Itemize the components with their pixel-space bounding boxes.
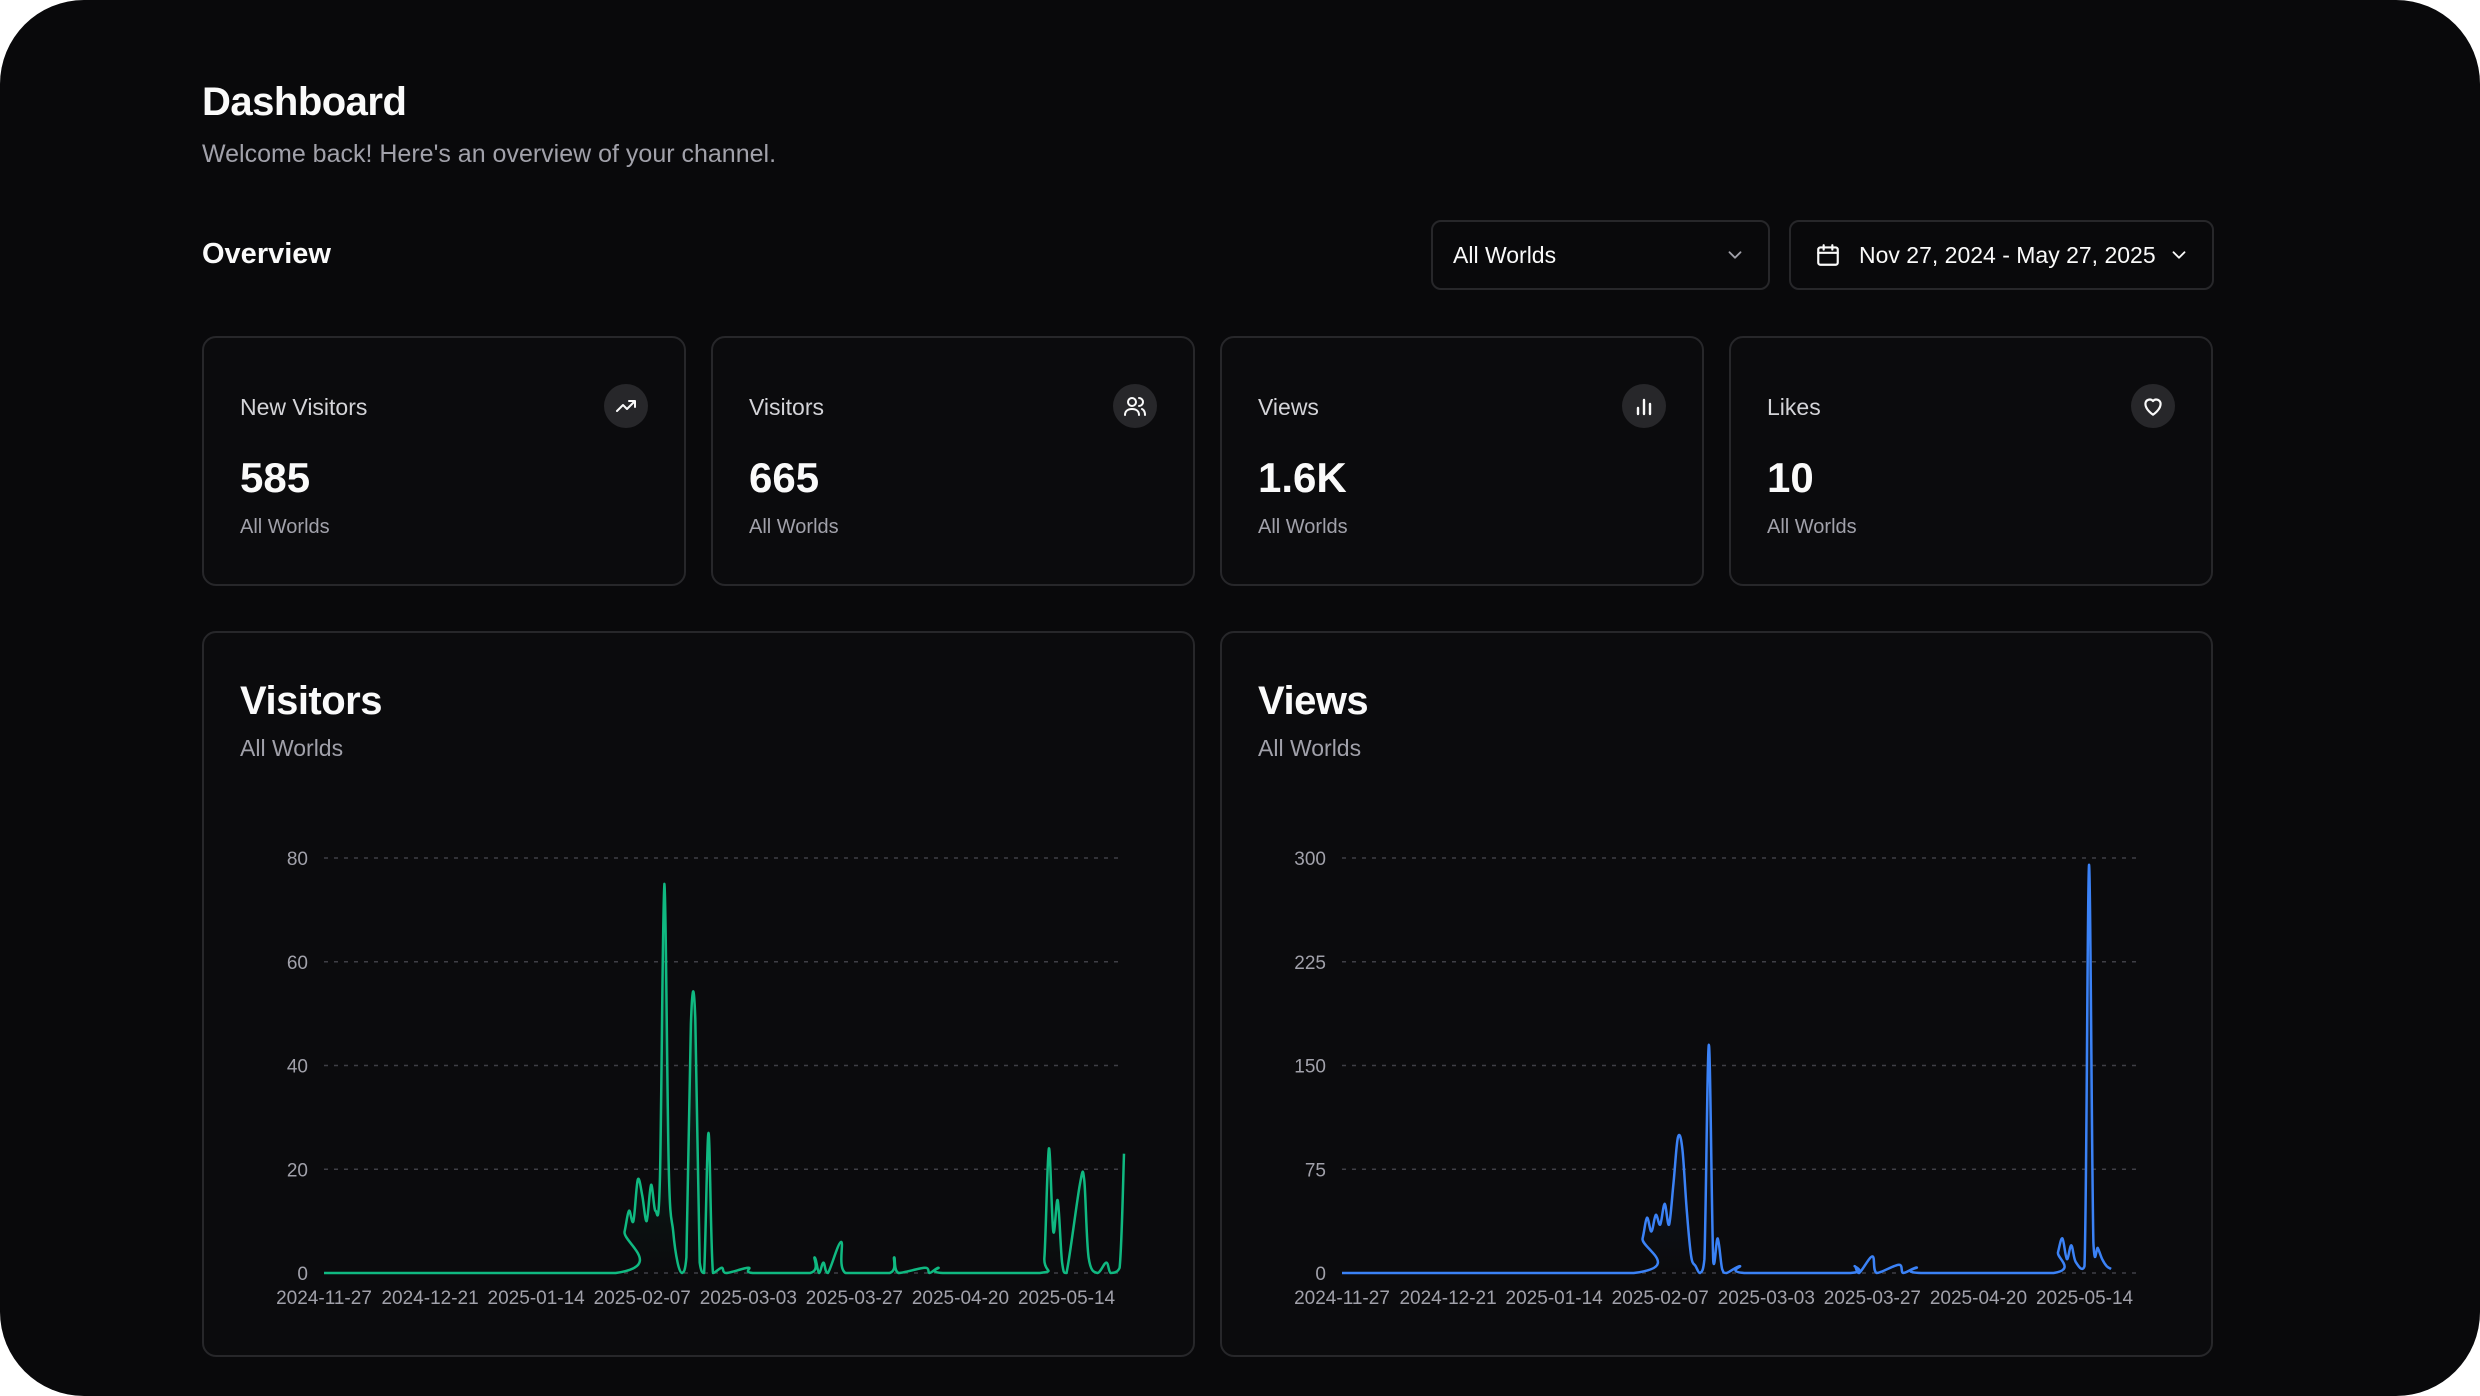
x-tick-label: 2025-05-14 [1018, 1288, 1116, 1309]
y-tick-label: 80 [287, 849, 308, 870]
y-tick-label: 0 [297, 1264, 308, 1285]
trending-up-icon [604, 384, 648, 428]
stat-value: 1.6K [1258, 454, 1347, 501]
date-range-picker[interactable]: Nov 27, 2024 - May 27, 2025 [1789, 220, 2214, 290]
stat-scope: All Worlds [240, 516, 330, 538]
stat-label: New Visitors [240, 394, 368, 420]
stat-card-new-visitors: New Visitors 585 All Worlds [202, 336, 686, 586]
stat-card-likes: Likes 10 All Worlds [1729, 336, 2213, 586]
y-tick-label: 0 [1315, 1264, 1326, 1285]
page-subtitle: Welcome back! Here's an overview of your… [202, 140, 777, 168]
y-tick-label: 60 [287, 953, 308, 974]
stat-value: 665 [749, 454, 820, 501]
chart-subtitle: All Worlds [1258, 735, 1362, 761]
x-tick-label: 2025-01-14 [1506, 1288, 1604, 1309]
x-tick-label: 2025-03-03 [1718, 1288, 1815, 1309]
x-tick-label: 2024-11-27 [276, 1288, 372, 1309]
chevron-down-icon [2172, 251, 2186, 259]
chart-title: Views [1258, 679, 1369, 723]
stat-card-visitors: Visitors 665 All Worlds [711, 336, 1195, 586]
series-line [1341, 863, 2112, 1275]
stat-scope: All Worlds [1767, 516, 1857, 538]
stat-scope: All Worlds [749, 516, 839, 538]
x-tick-label: 2025-03-03 [700, 1288, 797, 1309]
series-line [323, 882, 1126, 1275]
chevron-down-icon [1728, 251, 1742, 259]
visitors-chart-card: Visitors All Worlds 0 20 40 60 80 2024-11-27 2… [202, 631, 1195, 1357]
x-tick-label: 2024-12-21 [381, 1288, 478, 1309]
x-tick-label: 2025-02-07 [1612, 1288, 1709, 1309]
chart-title: Visitors [240, 679, 383, 723]
chart-subtitle: All Worlds [240, 735, 344, 761]
x-tick-label: 2024-12-21 [1399, 1288, 1496, 1309]
x-tick-label: 2025-03-27 [806, 1288, 903, 1309]
views-chart-card: Views All Worlds 0 75 150 225 300 2024-11-27 2… [1220, 631, 2213, 1357]
world-filter-select[interactable]: All Worlds [1431, 220, 1770, 290]
x-tick-label: 2024-11-27 [1294, 1288, 1390, 1309]
y-tick-label: 300 [1294, 849, 1326, 870]
x-tick-label: 2025-05-14 [2036, 1288, 2134, 1309]
stat-card-views: Views 1.6K All Worlds [1220, 336, 1704, 586]
page-title: Dashboard [202, 80, 407, 124]
x-tick-label: 2025-04-20 [1930, 1288, 2027, 1309]
series-area [1342, 864, 2112, 1273]
y-tick-label: 225 [1294, 953, 1326, 974]
y-tick-label: 20 [287, 1160, 308, 1181]
world-filter-value: All Worlds [1453, 241, 1557, 268]
stat-value: 585 [240, 454, 311, 501]
visitors-line-chart: 0 20 40 60 80 2024-11-27 2024-12-21 2025-01-14 2… [276, 849, 1126, 1309]
x-tick-label: 2025-01-14 [488, 1288, 586, 1309]
stat-label: Likes [1767, 394, 1821, 420]
bar-chart-icon [1622, 384, 1666, 428]
stat-value: 10 [1767, 454, 1814, 501]
calendar-icon [1817, 244, 1839, 266]
x-tick-label: 2025-02-07 [594, 1288, 691, 1309]
heart-icon [2131, 384, 2175, 428]
overview-heading: Overview [202, 238, 331, 270]
series-area [324, 883, 1124, 1273]
y-tick-label: 75 [1305, 1160, 1326, 1181]
stat-label: Views [1258, 394, 1319, 420]
y-tick-label: 40 [287, 1057, 308, 1078]
views-line-chart: 0 75 150 225 300 2024-11-27 2024-12-21 2025-01-… [1294, 849, 2142, 1309]
x-tick-label: 2025-03-27 [1824, 1288, 1921, 1309]
users-icon [1113, 384, 1157, 428]
x-tick-label: 2025-04-20 [912, 1288, 1009, 1309]
stat-label: Visitors [749, 394, 824, 420]
date-range-value: Nov 27, 2024 - May 27, 2025 [1859, 241, 2156, 268]
y-tick-label: 150 [1294, 1057, 1326, 1078]
stat-scope: All Worlds [1258, 516, 1348, 538]
